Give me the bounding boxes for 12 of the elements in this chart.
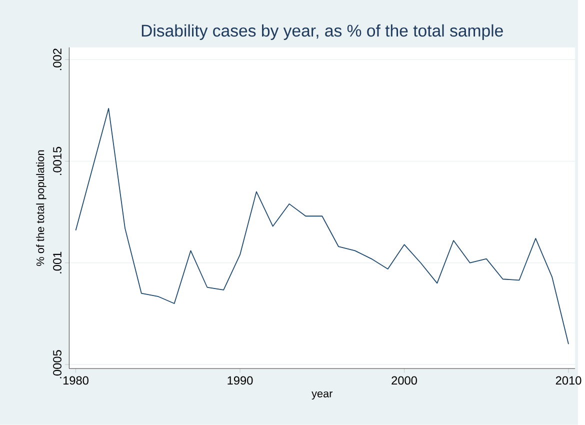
- y-tick-label: .001: [53, 252, 62, 274]
- x-tick-label: 2010: [556, 376, 582, 385]
- y-tick-label: .002: [53, 48, 62, 70]
- y-tick-label: .0015: [53, 146, 62, 176]
- y-axis-title: % of the total population: [36, 150, 46, 266]
- x-axis-title: year: [312, 392, 333, 400]
- y-tick-label: .0005: [53, 350, 62, 378]
- x-tick-label: 1980: [63, 376, 88, 385]
- x-tick-label: 1990: [228, 376, 253, 385]
- chart-title: Disability cases by year, as % of the total sample: [142, 24, 503, 40]
- line-series: [75, 108, 569, 345]
- x-tick-label: 2000: [392, 376, 417, 385]
